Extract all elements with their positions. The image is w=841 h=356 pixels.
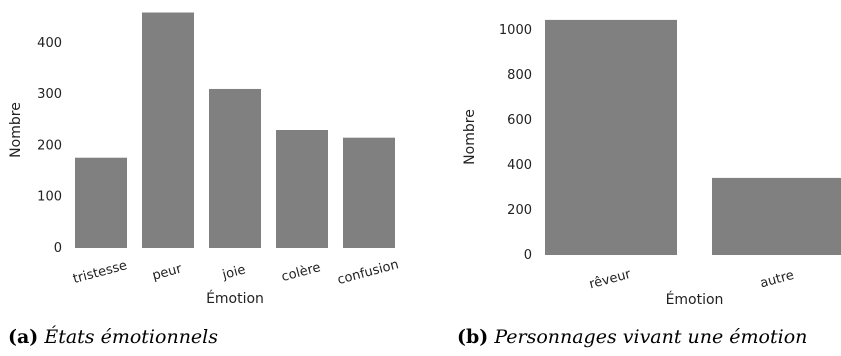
- chart-a-ytick-2: 200: [37, 138, 62, 153]
- chart-a-xtick-0: tristesse: [71, 258, 128, 287]
- chart-b-ytick-4: 800: [507, 68, 532, 83]
- caption-b-label: (b): [457, 326, 489, 348]
- chart-a-xlabel: Émotion: [206, 290, 264, 307]
- chart-b-ytick-5: 1000: [499, 23, 532, 38]
- chart-b-xlabel: Émotion: [666, 291, 724, 308]
- chart-b-ytick-2: 400: [507, 158, 532, 173]
- chart-a-xtick-3: colère: [280, 260, 322, 285]
- chart-a-ytick-0: 0: [54, 241, 62, 256]
- chart-a-bar-2: [209, 88, 261, 249]
- chart-b-xtick-1: autre: [759, 268, 796, 291]
- chart-a-xtick-1: peur: [151, 261, 184, 283]
- chart-a-xtick-2: joie: [220, 262, 247, 283]
- caption-b-text: Personnages vivant une émotion: [494, 326, 808, 348]
- chart-a-bar-0: [75, 157, 127, 248]
- chart-a-bar-1: [142, 12, 194, 248]
- caption-a: (a) États émotionnels: [8, 326, 218, 348]
- chart-a-ytick-4: 400: [37, 36, 62, 51]
- chart-b-bar-1: [712, 177, 841, 255]
- chart-b-xtick-0: rêveur: [588, 267, 633, 293]
- chart-a-bar-3: [276, 130, 328, 248]
- chart-b-plot: 0 200 400 600 800 1000 rêveur autre Émotion Nombr…: [462, 19, 841, 308]
- chart-a-ytick-1: 100: [37, 190, 62, 205]
- chart-a-ytick-3: 300: [37, 87, 62, 102]
- caption-a-text: États émotionnels: [44, 326, 218, 348]
- chart-b-ytick-1: 200: [507, 203, 532, 218]
- chart-a-ylabel: Nombre: [8, 102, 24, 158]
- chart-a-plot: 0 100 200 300 400 tristesse peur joie colère conf…: [8, 12, 400, 307]
- caption-b: (b) Personnages vivant une émotion: [457, 326, 807, 348]
- chart-b-ylabel: Nombre: [462, 109, 478, 165]
- chart-a-xtick-4: confusion: [336, 257, 400, 288]
- chart-b-ytick-0: 0: [524, 248, 532, 263]
- caption-a-label: (a): [8, 326, 39, 348]
- chart-b-ytick-3: 600: [507, 113, 532, 128]
- chart-a-bar-4: [343, 137, 395, 248]
- chart-b-bar-0: [545, 19, 677, 255]
